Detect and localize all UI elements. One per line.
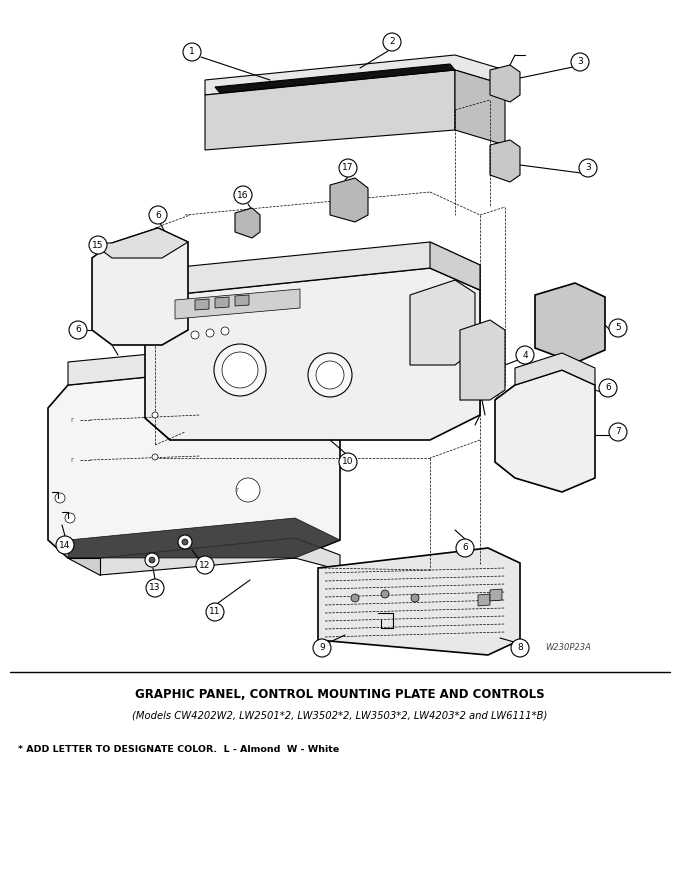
Polygon shape: [145, 268, 480, 440]
Polygon shape: [68, 518, 340, 558]
Circle shape: [206, 329, 214, 337]
Text: 11: 11: [209, 607, 221, 617]
Text: r: r: [71, 417, 73, 423]
Circle shape: [339, 453, 357, 471]
Text: 3: 3: [585, 164, 591, 172]
Circle shape: [89, 236, 107, 254]
Text: 14: 14: [59, 541, 71, 550]
Circle shape: [516, 346, 534, 364]
Circle shape: [351, 594, 359, 602]
Circle shape: [308, 353, 352, 397]
Text: W230P23A: W230P23A: [545, 643, 591, 653]
Polygon shape: [205, 55, 505, 95]
Text: 7: 7: [615, 428, 621, 437]
Polygon shape: [478, 594, 490, 606]
Text: 12: 12: [199, 561, 211, 570]
Circle shape: [65, 513, 75, 523]
Polygon shape: [490, 589, 502, 601]
Circle shape: [609, 319, 627, 337]
Circle shape: [316, 361, 344, 389]
Circle shape: [206, 603, 224, 621]
Text: 6: 6: [605, 383, 611, 393]
Circle shape: [579, 159, 597, 177]
Circle shape: [456, 539, 474, 557]
Text: 16: 16: [237, 191, 249, 200]
Circle shape: [56, 536, 74, 554]
Polygon shape: [295, 340, 340, 385]
Text: 6: 6: [75, 326, 81, 334]
Text: 15: 15: [92, 241, 104, 249]
Polygon shape: [235, 295, 249, 306]
Circle shape: [599, 379, 617, 397]
Circle shape: [236, 478, 260, 502]
Polygon shape: [195, 299, 209, 310]
Circle shape: [149, 206, 167, 224]
Polygon shape: [330, 178, 368, 222]
Circle shape: [214, 344, 266, 396]
Text: * ADD LETTER TO DESIGNATE COLOR.  L - Almond  W - White: * ADD LETTER TO DESIGNATE COLOR. L - Alm…: [18, 746, 339, 754]
Polygon shape: [215, 297, 229, 308]
Circle shape: [149, 557, 155, 563]
Polygon shape: [68, 340, 340, 385]
Polygon shape: [410, 280, 475, 365]
Circle shape: [182, 539, 188, 545]
Circle shape: [55, 493, 65, 503]
Polygon shape: [100, 538, 340, 575]
Circle shape: [145, 553, 159, 567]
Circle shape: [69, 321, 87, 339]
Circle shape: [571, 53, 589, 71]
Polygon shape: [460, 320, 505, 400]
Polygon shape: [175, 289, 300, 319]
Text: 13: 13: [149, 584, 160, 592]
Text: 10: 10: [342, 458, 354, 466]
Polygon shape: [455, 70, 505, 145]
Text: 2: 2: [389, 38, 395, 46]
Circle shape: [339, 159, 357, 177]
Polygon shape: [535, 283, 605, 363]
Text: 1: 1: [189, 47, 195, 57]
Polygon shape: [92, 228, 188, 345]
Polygon shape: [235, 208, 260, 238]
Circle shape: [381, 590, 389, 598]
Polygon shape: [430, 242, 480, 290]
Circle shape: [383, 33, 401, 51]
Circle shape: [152, 454, 158, 460]
Polygon shape: [92, 228, 188, 258]
Text: 17: 17: [342, 164, 354, 172]
Text: 5: 5: [615, 324, 621, 332]
Circle shape: [196, 556, 214, 574]
Circle shape: [234, 186, 252, 204]
Text: 4: 4: [522, 351, 528, 360]
Text: 3: 3: [577, 58, 583, 66]
Circle shape: [178, 535, 192, 549]
Polygon shape: [490, 65, 520, 102]
Circle shape: [146, 579, 164, 597]
Circle shape: [411, 594, 419, 602]
Circle shape: [191, 331, 199, 339]
Text: 9: 9: [319, 643, 325, 653]
Text: GRAPHIC PANEL, CONTROL MOUNTING PLATE AND CONTROLS: GRAPHIC PANEL, CONTROL MOUNTING PLATE AN…: [135, 689, 545, 702]
Polygon shape: [495, 370, 595, 492]
Text: r: r: [235, 487, 239, 493]
Circle shape: [152, 412, 158, 418]
Circle shape: [313, 639, 331, 657]
Text: 6: 6: [462, 543, 468, 552]
Polygon shape: [490, 140, 520, 182]
Text: r: r: [71, 457, 73, 463]
Polygon shape: [215, 64, 455, 93]
Text: (Models CW4202W2, LW2501*2, LW3502*2, LW3503*2, LW4203*2 and LW6111*B): (Models CW4202W2, LW2501*2, LW3502*2, LW…: [133, 710, 547, 720]
Polygon shape: [48, 362, 340, 558]
Polygon shape: [318, 548, 520, 655]
Circle shape: [183, 43, 201, 61]
Circle shape: [222, 352, 258, 388]
Text: 6: 6: [155, 211, 161, 220]
Polygon shape: [170, 242, 480, 295]
Circle shape: [609, 423, 627, 441]
Polygon shape: [205, 70, 455, 150]
Polygon shape: [515, 353, 595, 385]
Polygon shape: [68, 558, 100, 575]
Text: 8: 8: [517, 643, 523, 653]
Circle shape: [221, 327, 229, 335]
Circle shape: [511, 639, 529, 657]
